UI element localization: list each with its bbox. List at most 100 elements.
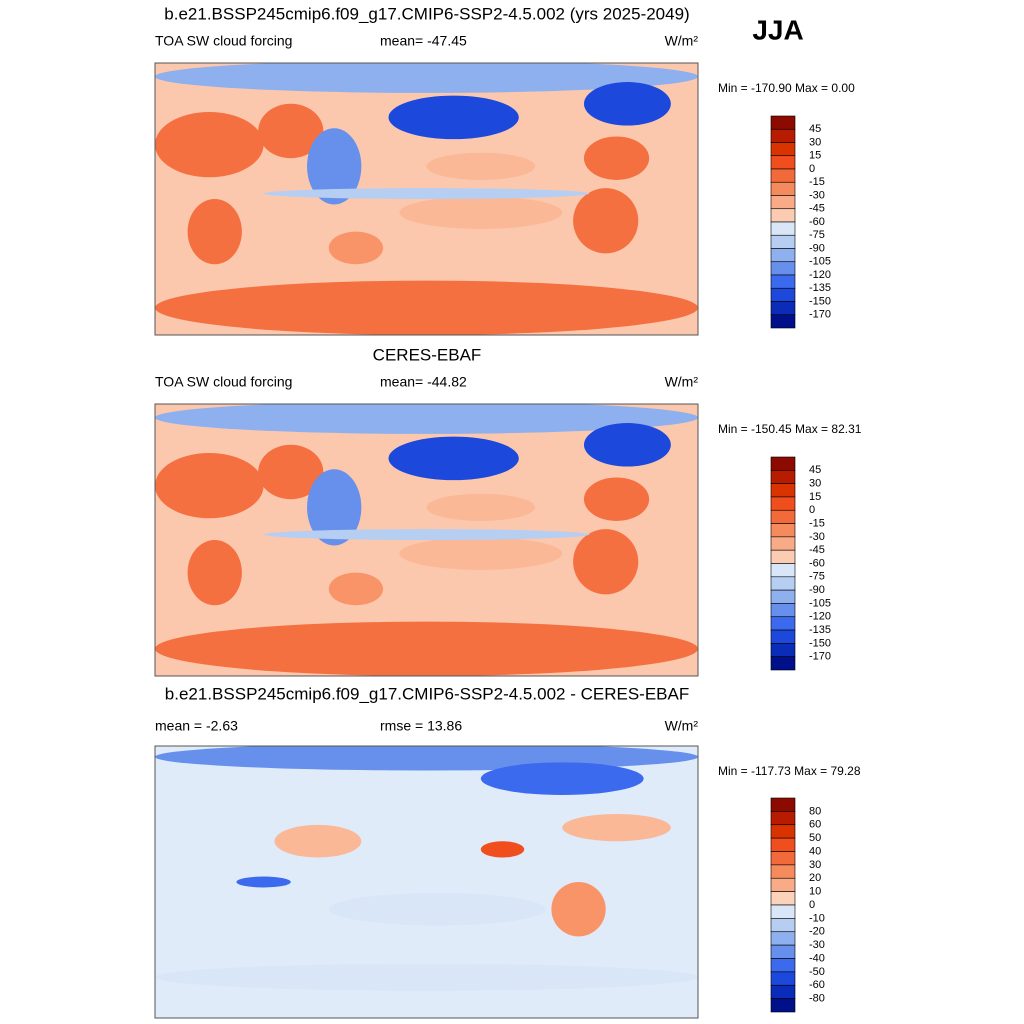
field-region <box>388 95 519 140</box>
field-region <box>388 436 519 481</box>
colorbar-box <box>770 998 796 1013</box>
colorbar-label: 50 <box>809 832 821 844</box>
field-region <box>583 136 650 180</box>
colorbar-box <box>770 128 796 143</box>
field-region <box>155 963 698 991</box>
field-region <box>426 152 536 180</box>
colorbar-box <box>770 944 796 959</box>
colorbar-box <box>770 851 796 866</box>
colorbar-box <box>770 168 796 183</box>
colorbar-label: -60 <box>809 216 825 228</box>
colorbar-label: 40 <box>809 845 821 857</box>
panel-units: W/m² <box>665 718 699 734</box>
colorbar-box <box>770 523 796 538</box>
colorbar-label: -30 <box>809 939 825 951</box>
colorbar-label: -50 <box>809 966 825 978</box>
colorbar-label: -120 <box>809 611 831 623</box>
colorbar-label: 10 <box>809 886 821 898</box>
colorbar-box <box>770 549 796 564</box>
field-region <box>562 814 671 842</box>
colorbar-label: -105 <box>809 256 831 268</box>
colorbar-label: -60 <box>809 979 825 991</box>
field-region <box>155 111 264 178</box>
field-region <box>187 199 242 265</box>
colorbar-label: -40 <box>809 952 825 964</box>
map-field <box>155 63 698 335</box>
map-frame <box>154 403 699 677</box>
panel-center-label: mean= -47.45 <box>380 33 467 49</box>
colorbar-label: 20 <box>809 872 821 884</box>
colorbar-label: -120 <box>809 269 831 281</box>
map-frame <box>154 745 699 1019</box>
field-region <box>155 280 698 335</box>
field-region <box>573 529 639 595</box>
colorbar-box <box>770 496 796 511</box>
colorbar-label: -80 <box>809 993 825 1005</box>
colorbar-label: 45 <box>809 464 821 476</box>
colorbar-box <box>770 234 796 249</box>
colorbar-label: 0 <box>809 504 815 516</box>
colorbar-label: -10 <box>809 912 825 924</box>
map <box>154 62 699 336</box>
colorbar-box <box>770 603 796 618</box>
panel-center-label: rmse = 13.86 <box>380 718 462 734</box>
panel-title: b.e21.BSSP245cmip6.f09_g17.CMIP6-SSP2-4.… <box>165 684 689 703</box>
field-region <box>155 452 264 519</box>
colorbar-box <box>770 918 796 933</box>
field-region <box>258 103 324 159</box>
colorbar-box <box>770 971 796 986</box>
colorbar-label: 0 <box>809 163 815 175</box>
colorbar-label: -135 <box>809 624 831 636</box>
colorbar-label: -20 <box>809 926 825 938</box>
panel-title: b.e21.BSSP245cmip6.f09_g17.CMIP6-SSP2-4.… <box>164 4 689 23</box>
field-region <box>328 231 384 265</box>
colorbar-label: -170 <box>809 651 831 663</box>
colorbar-box <box>770 837 796 852</box>
panel-units: W/m² <box>665 33 699 49</box>
field-region <box>328 892 546 926</box>
colorbar-box <box>770 456 796 471</box>
field-region <box>187 540 242 606</box>
panel-left-label: TOA SW cloud forcing <box>155 374 292 390</box>
season-label: JJA <box>752 14 803 45</box>
field-region <box>573 188 639 254</box>
field-region <box>155 63 698 93</box>
colorbar-label: 80 <box>809 805 821 817</box>
panel-left-label: mean = -2.63 <box>155 718 238 734</box>
colorbar-box <box>770 931 796 946</box>
map-frame <box>154 62 699 336</box>
colorbar-box <box>770 155 796 170</box>
colorbar-box <box>770 115 796 130</box>
colorbar-box <box>770 261 796 276</box>
field-region <box>263 188 590 199</box>
colorbar-box <box>770 470 796 484</box>
field-region <box>274 824 362 858</box>
field-region <box>399 537 563 570</box>
colorbar-box <box>770 208 796 223</box>
colorbar-label: 30 <box>809 478 821 490</box>
colorbar-box <box>770 589 796 604</box>
colorbar-box <box>770 958 796 973</box>
colorbar-label: -150 <box>809 637 831 649</box>
field-region <box>155 621 698 676</box>
colorbar-label: -60 <box>809 557 825 569</box>
colorbar-box <box>770 877 796 892</box>
colorbar-label: 30 <box>809 859 821 871</box>
colorbar-box <box>770 221 796 236</box>
colorbar-box <box>770 195 796 210</box>
colorbar-label: 30 <box>809 136 821 148</box>
field-region <box>328 572 384 606</box>
min-max-label: Min = -117.73 Max = 79.28 <box>718 764 861 778</box>
colorbar-box <box>770 181 796 196</box>
colorbar-box <box>770 811 796 826</box>
colorbar-label: -135 <box>809 282 831 294</box>
colorbar-box <box>770 248 796 263</box>
colorbar-box <box>770 287 796 302</box>
map <box>154 745 699 1019</box>
min-max-label: Min = -170.90 Max = 0.00 <box>718 81 855 95</box>
field-region <box>236 876 291 888</box>
colorbar-label: -15 <box>809 517 825 529</box>
colorbar-box <box>770 643 796 657</box>
colorbar-box <box>770 274 796 289</box>
